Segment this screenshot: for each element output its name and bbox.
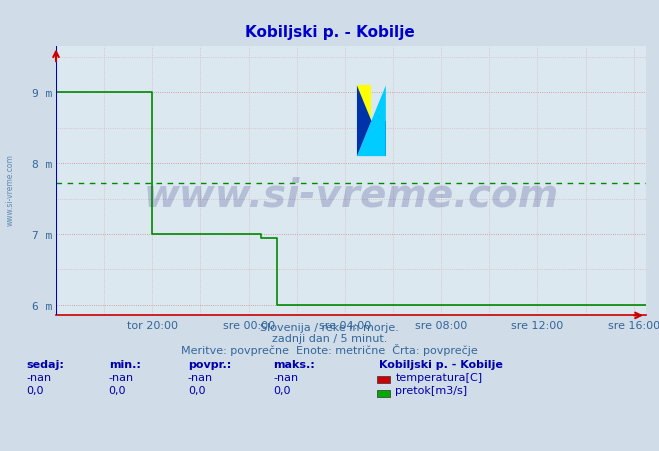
Text: www.si-vreme.com: www.si-vreme.com xyxy=(5,153,14,226)
Bar xyxy=(357,86,372,121)
Text: temperatura[C]: temperatura[C] xyxy=(395,372,482,382)
Text: www.si-vreme.com: www.si-vreme.com xyxy=(143,176,559,214)
Text: -nan: -nan xyxy=(109,372,134,382)
Polygon shape xyxy=(357,86,386,157)
Text: sedaj:: sedaj: xyxy=(26,359,64,369)
Text: -nan: -nan xyxy=(273,372,299,382)
Text: 0,0: 0,0 xyxy=(188,385,206,395)
Bar xyxy=(372,121,386,157)
Text: Slovenija / reke in morje.: Slovenija / reke in morje. xyxy=(260,322,399,332)
Text: povpr.:: povpr.: xyxy=(188,359,231,369)
Text: -nan: -nan xyxy=(26,372,51,382)
Text: -nan: -nan xyxy=(188,372,213,382)
Text: 0,0: 0,0 xyxy=(109,385,127,395)
Text: 0,0: 0,0 xyxy=(26,385,44,395)
Text: maks.:: maks.: xyxy=(273,359,315,369)
Text: min.:: min.: xyxy=(109,359,140,369)
Text: Kobiljski p. - Kobilje: Kobiljski p. - Kobilje xyxy=(379,359,503,369)
Text: zadnji dan / 5 minut.: zadnji dan / 5 minut. xyxy=(272,333,387,343)
Polygon shape xyxy=(357,86,372,157)
Text: pretok[m3/s]: pretok[m3/s] xyxy=(395,385,467,395)
Text: Meritve: povprečne  Enote: metrične  Črta: povprečje: Meritve: povprečne Enote: metrične Črta:… xyxy=(181,343,478,355)
Text: 0,0: 0,0 xyxy=(273,385,291,395)
Text: Kobiljski p. - Kobilje: Kobiljski p. - Kobilje xyxy=(244,25,415,40)
